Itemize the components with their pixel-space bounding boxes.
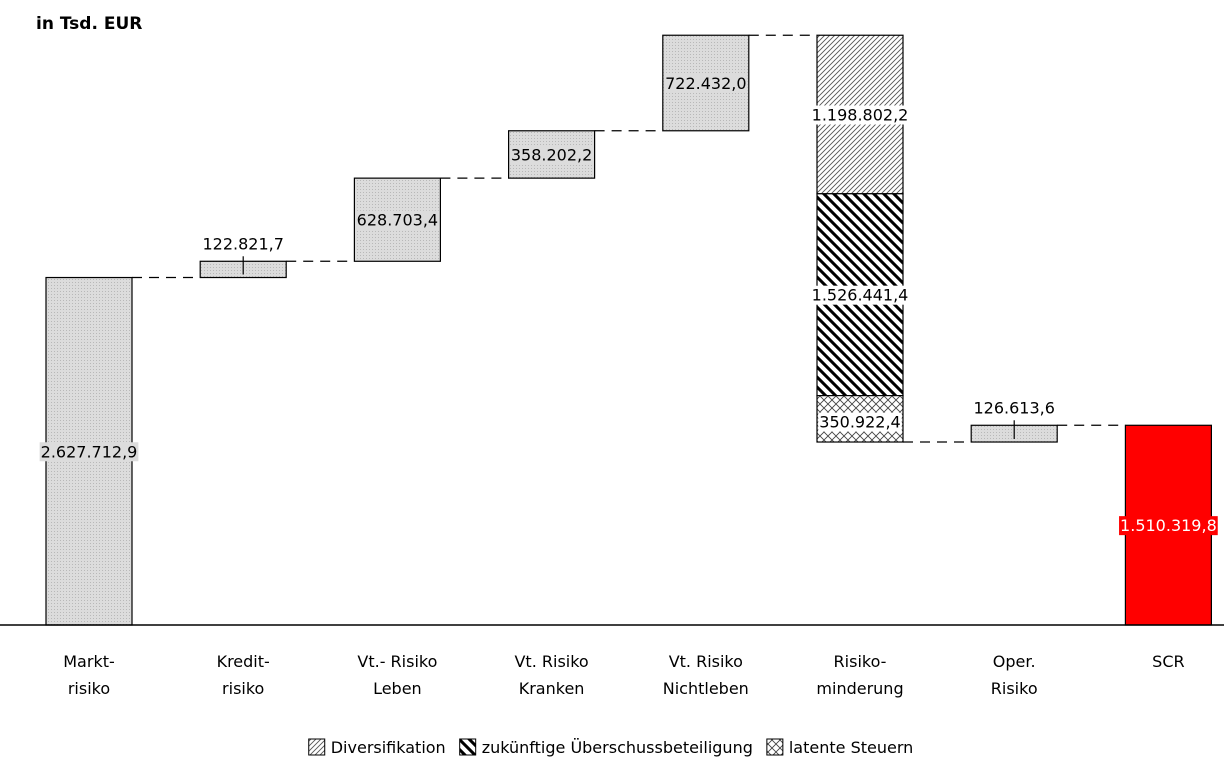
- legend-label-zuku-nftige-u-berschussbeteiligung: zukünftige Überschussbeteiligung: [482, 738, 753, 757]
- x-tick-label: Markt-: [63, 652, 115, 671]
- value-label-latente-steuern: 350.922,4: [819, 413, 900, 432]
- x-tick-label: risiko: [222, 679, 264, 698]
- value-label-zuku-nftige-u-berschussbeteiligung: 1.526.441,4: [812, 286, 909, 305]
- value-label-cat-1: 122.821,7: [202, 234, 283, 253]
- x-tick-label: SCR: [1152, 652, 1184, 671]
- value-label-cat-0: 2.627.712,9: [41, 442, 138, 461]
- x-tick-label: Kredit-: [217, 652, 270, 671]
- legend-swatch-zuku-nftige-u-berschussbeteiligung: [459, 738, 477, 756]
- bars: [45, 34, 1213, 626]
- x-tick-label: Vt. Risiko: [514, 652, 588, 671]
- x-tick-label: Leben: [373, 679, 422, 698]
- value-label-background: [39, 442, 139, 462]
- value-label-cat-6: 126.613,6: [973, 398, 1054, 417]
- value-label-background: [818, 412, 902, 432]
- value-label-background: [1119, 516, 1218, 536]
- connector-lines: [132, 34, 1126, 443]
- legend-label-latente-steuern: latente Steuern: [789, 738, 913, 757]
- legend-swatch-latente-steuern: [766, 738, 784, 756]
- x-tick-label: Vt.- Risiko: [357, 652, 437, 671]
- x-tick-label: minderung: [816, 679, 903, 698]
- legend: Diversifikation zukünftige Überschussbete…: [308, 738, 913, 757]
- value-label-background: [664, 74, 748, 94]
- x-tick-label: Oper.: [993, 652, 1036, 671]
- value-label-background: [810, 105, 910, 125]
- legend-swatch-diversifikation: [308, 738, 326, 756]
- x-tick-label: Kranken: [519, 679, 585, 698]
- x-tick-label: Vt. Risiko: [669, 652, 743, 671]
- unit-label: in Tsd. EUR: [36, 14, 143, 34]
- value-label-cat-3: 358.202,2: [511, 145, 592, 164]
- x-tick-label: Risiko-: [834, 652, 887, 671]
- value-label-cat-4: 722.432,0: [665, 74, 746, 93]
- value-label-background: [810, 285, 910, 305]
- legend-label-diversifikation: Diversifikation: [331, 738, 446, 757]
- value-label-background: [355, 210, 440, 230]
- value-labels: 2.627.712,9 122.821,7 628.703,4 358.202,2 72…: [39, 74, 1218, 536]
- x-tick-label: Nichtleben: [663, 679, 749, 698]
- value-label-background: [509, 145, 594, 165]
- x-tick-label: Risiko: [991, 679, 1038, 698]
- x-tick-labels: Markt-risiko Kredit-risiko Vt.- Risiko Lebe…: [63, 652, 1184, 698]
- value-label-cat-2: 628.703,4: [357, 211, 438, 230]
- x-tick-label: risiko: [68, 679, 110, 698]
- value-label-diversifikation: 1.198.802,2: [812, 106, 909, 125]
- value-label-cat-7: 1.510.319,8: [1120, 516, 1217, 535]
